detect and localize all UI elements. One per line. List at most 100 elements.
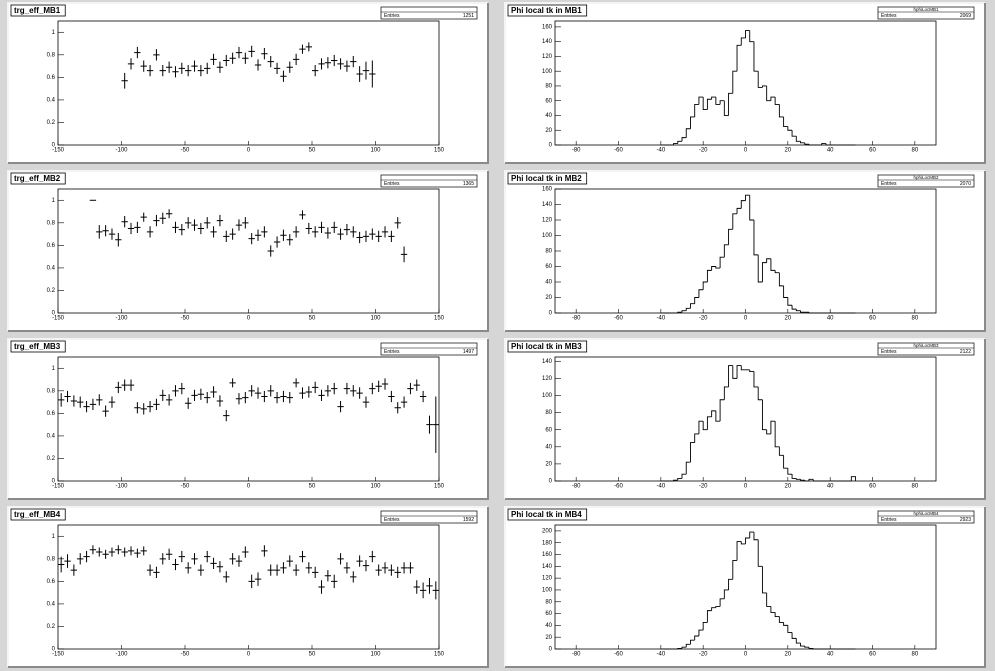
- error-point: [115, 232, 122, 247]
- pad: Phi local tk in MB2 hphiLocMB2 Entries 2070…: [504, 170, 986, 332]
- x-tick-label: -80: [572, 484, 581, 490]
- error-point: [70, 395, 78, 407]
- x-tick-label: 50: [309, 484, 316, 490]
- histogram-bin: [673, 479, 678, 481]
- stats-box: [380, 6, 478, 20]
- stats-label: Entries: [881, 517, 897, 523]
- histogram-bin: [795, 309, 801, 312]
- error-point: [229, 553, 236, 565]
- error-point: [178, 62, 185, 74]
- error-point: [267, 385, 274, 397]
- error-point: [108, 547, 116, 557]
- stats-label: Entries: [881, 181, 897, 187]
- histogram-bin: [745, 30, 750, 38]
- histogram-bin: [808, 478, 814, 481]
- x-tick-label: -20: [699, 316, 708, 322]
- error-point: [388, 390, 395, 403]
- error-point: [102, 549, 109, 559]
- histogram-bin: [778, 616, 784, 623]
- y-tick-label: 140: [542, 202, 553, 208]
- y-tick-label: 140: [542, 564, 553, 570]
- pad: trg_eff_MB4 Entries 1592 -150 -100 -50 0 50 100 1…: [7, 506, 489, 668]
- y-tick-label: 0.2: [47, 120, 56, 126]
- x-tick-label: -80: [572, 148, 581, 154]
- histogram-bin: [723, 244, 729, 258]
- histogram-bin: [745, 194, 750, 201]
- histogram-bin: [766, 85, 771, 102]
- error-point: [153, 398, 160, 410]
- histogram-bin: [774, 270, 780, 274]
- pad: Phi local tk in MB3 hphiLocMB3 Entries 2122…: [504, 338, 986, 500]
- error-point: [229, 378, 236, 388]
- histogram-bin: [715, 410, 721, 422]
- x-tick-label: 0: [744, 148, 748, 154]
- error-point: [375, 564, 382, 576]
- x-tick-label: 0: [744, 316, 748, 322]
- histogram-bin: [774, 421, 780, 448]
- histogram-bin: [795, 136, 801, 142]
- histogram-bin: [732, 70, 738, 94]
- error-point: [140, 403, 147, 415]
- histogram-bin: [698, 629, 704, 637]
- error-point: [337, 553, 344, 565]
- error-point: [324, 227, 332, 239]
- pad-background: [505, 339, 985, 499]
- histogram-bin: [690, 116, 695, 129]
- y-tick-label: 0.8: [47, 556, 56, 562]
- histogram-bin: [719, 598, 725, 607]
- error-point: [96, 547, 103, 557]
- x-tick-label: -60: [614, 484, 623, 490]
- x-tick-label: -150: [52, 148, 65, 154]
- pad-bevel-light: [504, 338, 985, 499]
- x-tick-label: 100: [370, 652, 381, 658]
- error-point: [280, 70, 287, 82]
- histogram-bin: [791, 632, 797, 639]
- pad: trg_eff_MB1 Entries 1251 -150 -100 -50 0 50 100 1…: [7, 2, 489, 164]
- error-point: [115, 545, 122, 555]
- y-tick-label: 60: [545, 611, 552, 617]
- error-point: [362, 559, 370, 572]
- stats-box: [877, 6, 975, 20]
- stats-box: [380, 174, 478, 188]
- x-tick-label: 150: [434, 148, 445, 154]
- histogram-bin: [753, 41, 759, 72]
- y-tick-label: 100: [542, 69, 553, 75]
- histogram-bin: [690, 442, 695, 463]
- y-tick-label: 60: [545, 98, 552, 104]
- error-point: [153, 214, 160, 227]
- histogram-bin: [702, 421, 708, 431]
- error-point: [77, 553, 84, 565]
- error-point: [229, 228, 236, 240]
- pad-bevel-light: [504, 2, 985, 163]
- histogram-bin: [766, 592, 771, 607]
- y-tick-label: 80: [545, 599, 552, 605]
- error-point: [369, 60, 376, 88]
- x-tick-label: -20: [699, 148, 708, 154]
- error-point: [172, 221, 179, 233]
- y-tick-label: 0.4: [47, 433, 56, 439]
- pad-background: [505, 507, 985, 667]
- histogram-bin: [719, 399, 725, 422]
- pad: trg_eff_MB3 Entries 1497 -150 -100 -50 0 50 100 1…: [7, 338, 489, 500]
- error-point: [159, 389, 166, 401]
- histogram-bin: [702, 621, 708, 631]
- error-point: [248, 45, 255, 58]
- error-point: [172, 558, 179, 571]
- y-tick-label: 1: [52, 534, 56, 540]
- histogram-bin: [706, 98, 712, 110]
- error-point: [64, 554, 71, 568]
- pad-bevel-light: [504, 506, 985, 667]
- chart-title: Phi local tk in MB1: [511, 6, 582, 15]
- error-point: [108, 396, 116, 408]
- histogram-bin: [766, 429, 771, 435]
- error-point: [185, 397, 192, 409]
- error-point: [223, 54, 230, 67]
- error-point: [191, 60, 198, 72]
- error-point: [369, 228, 376, 240]
- y-tick-label: 20: [545, 128, 552, 134]
- error-point: [216, 561, 224, 573]
- error-point: [356, 555, 363, 567]
- error-point: [381, 226, 389, 238]
- histogram-bin: [778, 272, 784, 287]
